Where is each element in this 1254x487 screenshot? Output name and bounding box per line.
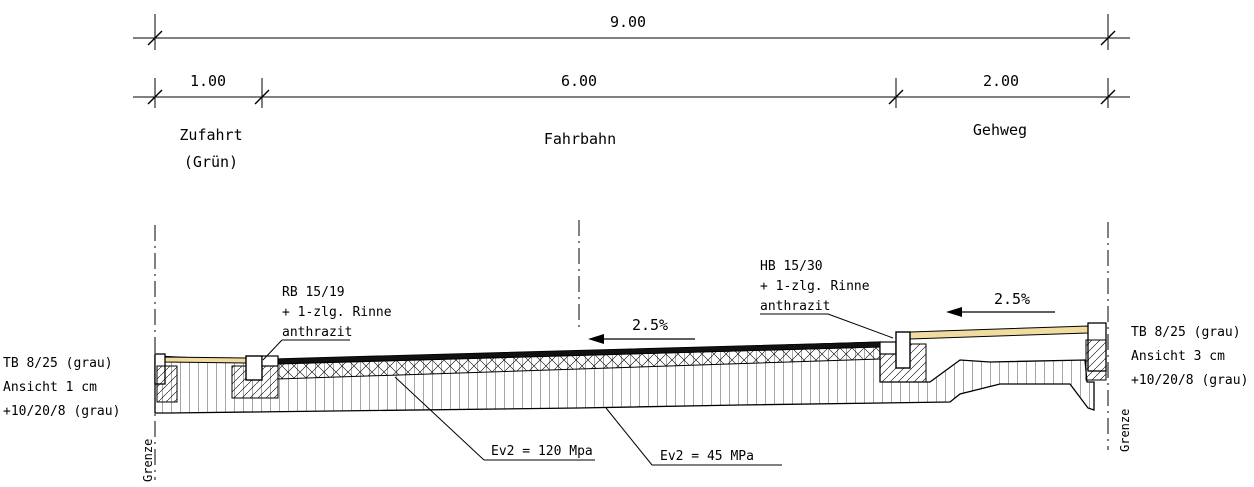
cross-section xyxy=(154,322,1107,414)
callout-hb-line1: HB 15/30 xyxy=(760,259,823,274)
slope-label-road: 2.5% xyxy=(632,316,668,334)
boundary-label-right: Grenze xyxy=(1118,409,1132,452)
dimension-segment-fahrbahn: 6.00 xyxy=(561,72,597,90)
callout-tb-right-line3: +10/20/8 (grau) xyxy=(1131,373,1248,388)
callout-ev2-upper-label: Ev2 = 120 Mpa xyxy=(491,444,593,459)
paving-gehweg xyxy=(909,325,1089,340)
callout-rb-line2: + 1-zlg. Rinne xyxy=(282,305,392,320)
callout-rb: RB 15/19 + 1-zlg. Rinne anthrazit xyxy=(262,285,392,361)
slope-arrow-road: 2.5% xyxy=(588,316,695,344)
slope-label-sidewalk: 2.5% xyxy=(994,290,1030,308)
callout-ev2-lower: Ev2 = 45 MPa xyxy=(605,407,782,466)
callout-tb-left-line2: Ansicht 1 cm xyxy=(3,380,97,395)
callout-tb-left-line1: TB 8/25 (grau) xyxy=(3,356,113,371)
boundary-axis-lines xyxy=(154,220,1109,480)
boundary-label-left: Grenze xyxy=(141,439,155,482)
zone-label-zufahrt-sub: (Grün) xyxy=(184,153,238,171)
callout-rb-line3: anthrazit xyxy=(282,325,352,340)
callout-tb-right: TB 8/25 (grau) Ansicht 3 cm +10/20/8 (gr… xyxy=(1131,325,1248,388)
callout-ev2-upper: Ev2 = 120 Mpa xyxy=(394,376,595,461)
callout-hb-line2: + 1-zlg. Rinne xyxy=(760,279,870,294)
zone-label-zufahrt: Zufahrt xyxy=(179,126,242,144)
callout-hb: HB 15/30 + 1-zlg. Rinne anthrazit xyxy=(760,259,894,339)
dimension-total-label: 9.00 xyxy=(610,13,646,31)
paving-zufahrt xyxy=(162,356,247,364)
dimension-segment-zufahrt: 1.00 xyxy=(190,72,226,90)
callout-rb-line1: RB 15/19 xyxy=(282,285,345,300)
callout-tb-right-line1: TB 8/25 (grau) xyxy=(1131,325,1241,340)
callout-tb-right-line2: Ansicht 3 cm xyxy=(1131,349,1225,364)
dimension-total: 9.00 xyxy=(133,13,1130,50)
zone-label-gehweg: Gehweg xyxy=(973,121,1027,139)
zone-label-fahrbahn: Fahrbahn xyxy=(544,130,616,148)
callout-tb-left: TB 8/25 (grau) Ansicht 1 cm +10/20/8 (gr… xyxy=(3,356,120,419)
callout-tb-left-line3: +10/20/8 (grau) xyxy=(3,404,120,419)
callout-ev2-lower-label: Ev2 = 45 MPa xyxy=(660,449,754,464)
dimension-segment-gehweg: 2.00 xyxy=(983,72,1019,90)
callout-hb-line3: anthrazit xyxy=(760,299,830,314)
slope-arrow-sidewalk: 2.5% xyxy=(946,290,1055,317)
dimension-segments: 1.00 6.00 2.00 xyxy=(133,72,1130,108)
